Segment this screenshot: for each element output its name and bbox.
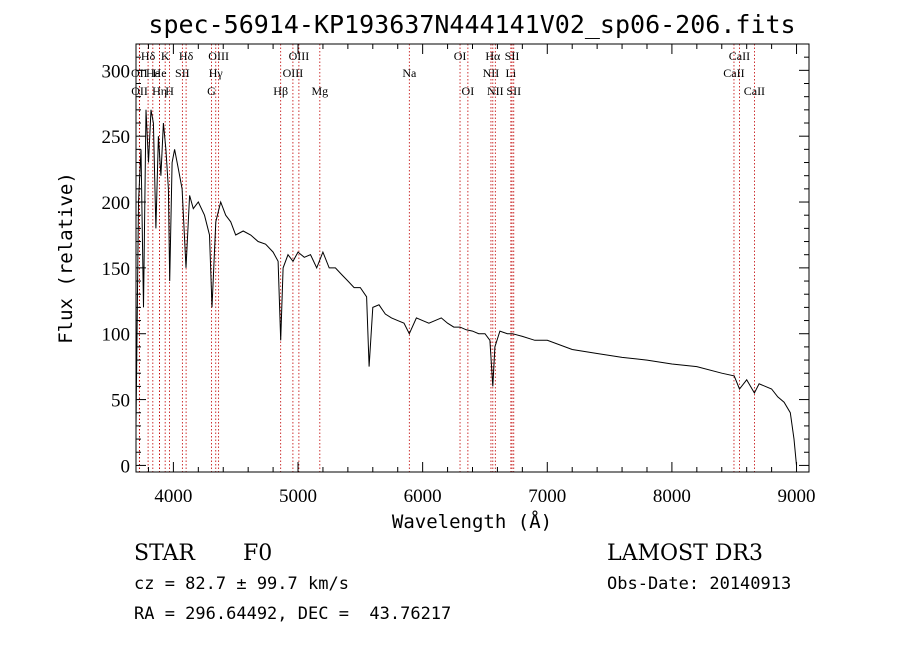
y-tick-label: 150 <box>102 259 131 280</box>
line-label-19: OI <box>462 84 475 98</box>
x-tick-label: 6000 <box>404 486 442 507</box>
line-label-25: SII <box>506 84 521 98</box>
x-tick-label: 5000 <box>279 486 317 507</box>
line-label-13: Hβ <box>273 84 288 98</box>
object-class: STAR <box>134 541 196 566</box>
line-label-24: NII <box>487 84 504 98</box>
x-axis-label: Wavelength (Å) <box>392 510 552 533</box>
line-label-23: Li <box>506 66 517 80</box>
survey-name: LAMOST DR3 <box>607 541 763 566</box>
line-label-10: OIII <box>208 49 229 63</box>
y-tick-label: 50 <box>111 391 130 412</box>
line-label-22: NII <box>483 66 500 80</box>
chart-title: spec-56914-KP193637N444141V02_sp06-206.f… <box>148 10 795 39</box>
plot-frame <box>135 43 810 473</box>
line-label-21: SII <box>505 49 520 63</box>
y-tick-label: 300 <box>102 61 131 82</box>
y-tick-label: 250 <box>102 127 131 148</box>
line-label-16: Mg <box>311 84 328 98</box>
x-axis-ticks: 4000 5000 6000 7000 8000 9000 <box>147 44 816 507</box>
line-label-5: K <box>161 49 170 63</box>
observation-date: Obs-Date: 20140913 <box>607 574 791 594</box>
y-tick-label: 0 <box>121 456 131 477</box>
line-label-14: OIII <box>289 49 310 63</box>
redshift-cz: cz = 82.7 ± 99.7 km/s <box>134 574 349 594</box>
y-tick-label: 200 <box>102 193 131 214</box>
line-label-12: G <box>207 84 216 98</box>
line-label-11: Hγ <box>209 66 224 80</box>
line-label-2: OII <box>131 84 148 98</box>
spectrum-line <box>135 109 797 466</box>
line-label-4: Hη <box>152 84 167 98</box>
y-axis-label: Flux (relative) <box>55 172 77 344</box>
line-label-26: CaII <box>729 49 750 63</box>
line-label-27: CaII <box>723 66 744 80</box>
x-tick-label: 7000 <box>528 486 566 507</box>
line-label-18: OI <box>454 49 467 63</box>
line-label-28: CaII <box>744 84 765 98</box>
x-tick-label: 8000 <box>653 486 691 507</box>
line-label-15: OIII <box>283 66 304 80</box>
x-tick-label: 9000 <box>778 486 816 507</box>
coordinates: RA = 296.64492, DEC = 43.76217 <box>134 604 451 624</box>
y-tick-label: 100 <box>102 325 131 346</box>
x-tick-label: 4000 <box>154 486 192 507</box>
line-label-7: H <box>165 84 174 98</box>
line-label-6: He <box>153 66 167 80</box>
line-label-3: Hε <box>146 66 160 80</box>
line-label-8: SII <box>175 66 190 80</box>
line-label-1: OII <box>131 66 148 80</box>
line-label-0: Hδ <box>141 49 156 63</box>
line-label-20: Hα <box>485 49 501 63</box>
spectral-subclass: F0 <box>243 541 272 566</box>
y-axis-ticks: 0 50 100 150 200 250 300 <box>102 56 809 477</box>
line-label-9: Hδ <box>179 49 194 63</box>
spectral-line-markers <box>138 44 755 472</box>
line-label-17: Na <box>402 66 417 80</box>
